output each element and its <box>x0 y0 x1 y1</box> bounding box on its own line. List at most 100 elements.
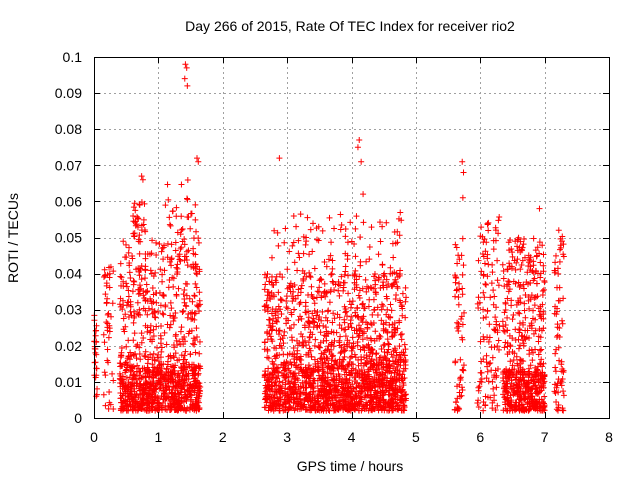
data-point <box>334 403 341 410</box>
data-point <box>493 384 500 391</box>
data-point <box>167 379 174 386</box>
data-point <box>336 292 343 299</box>
data-point <box>382 404 389 411</box>
data-point <box>280 364 287 371</box>
data-point <box>168 255 175 262</box>
data-point <box>140 335 147 342</box>
data-point <box>392 276 399 283</box>
data-point <box>117 273 124 280</box>
data-point <box>180 380 187 387</box>
data-point <box>164 361 171 368</box>
data-point <box>192 349 199 356</box>
data-point <box>185 310 192 317</box>
data-point <box>170 315 177 322</box>
data-point <box>194 155 200 162</box>
data-point <box>265 365 272 372</box>
data-point <box>106 388 113 395</box>
data-point <box>309 248 316 255</box>
data-point <box>367 378 374 385</box>
data-point <box>286 404 293 411</box>
data-point <box>502 300 509 307</box>
data-point <box>347 393 354 400</box>
data-point <box>181 241 188 248</box>
data-point <box>487 294 494 301</box>
data-point <box>283 298 290 305</box>
data-point <box>168 398 175 405</box>
data-point <box>195 235 202 242</box>
data-point <box>117 405 124 412</box>
data-point <box>369 311 376 318</box>
data-point <box>389 385 396 392</box>
data-point <box>520 285 527 292</box>
data-point <box>144 298 151 305</box>
data-point <box>279 274 286 281</box>
data-point <box>295 286 302 293</box>
data-point <box>330 382 337 389</box>
data-point <box>276 155 283 162</box>
y-tick-label: 0.01 <box>55 374 82 390</box>
x-tick-label: 8 <box>605 429 613 445</box>
data-point <box>284 266 291 273</box>
data-point <box>193 284 200 291</box>
data-point <box>140 216 147 223</box>
data-point <box>167 299 174 306</box>
data-point <box>278 385 285 392</box>
data-point <box>335 287 342 294</box>
data-point <box>300 404 307 411</box>
data-point <box>493 318 500 325</box>
data-point <box>178 324 185 331</box>
data-point <box>271 394 278 401</box>
data-point <box>373 291 380 298</box>
data-point <box>139 384 146 391</box>
data-point <box>170 383 177 390</box>
data-point <box>102 402 109 409</box>
data-point <box>378 346 385 353</box>
data-point <box>139 395 146 402</box>
data-point <box>509 316 516 323</box>
data-point <box>371 273 378 280</box>
data-point <box>123 254 130 261</box>
data-point <box>103 282 110 289</box>
data-point <box>346 298 353 305</box>
data-point <box>311 265 318 272</box>
data-point <box>324 397 331 404</box>
data-point <box>195 372 202 379</box>
data-point <box>536 205 543 212</box>
data-point <box>377 399 384 406</box>
data-point <box>106 284 113 291</box>
data-point <box>489 354 496 361</box>
data-point <box>192 280 199 287</box>
data-point <box>128 383 135 390</box>
data-point <box>101 369 108 376</box>
data-point <box>187 210 194 217</box>
data-point <box>459 271 466 278</box>
data-point <box>196 338 203 345</box>
data-point <box>474 400 481 406</box>
data-point <box>271 382 278 389</box>
data-point <box>460 262 467 269</box>
data-point <box>483 281 490 288</box>
data-point <box>453 399 460 406</box>
data-point <box>530 235 537 242</box>
data-point <box>318 375 325 382</box>
data-point <box>402 298 409 305</box>
data-point <box>175 370 182 377</box>
data-point <box>165 353 172 360</box>
data-point <box>120 283 127 290</box>
data-point <box>305 339 312 346</box>
data-point <box>491 293 498 300</box>
data-point <box>196 350 203 357</box>
data-point <box>144 368 151 375</box>
data-point <box>173 204 180 211</box>
data-point <box>143 401 150 408</box>
data-point <box>326 407 333 414</box>
data-point <box>368 224 375 231</box>
data-point <box>167 222 174 229</box>
data-point <box>385 407 392 414</box>
data-point <box>388 307 395 314</box>
data-point <box>110 268 117 275</box>
data-point <box>555 270 562 277</box>
data-point <box>161 267 168 274</box>
data-point <box>299 333 306 340</box>
data-point <box>526 257 533 264</box>
